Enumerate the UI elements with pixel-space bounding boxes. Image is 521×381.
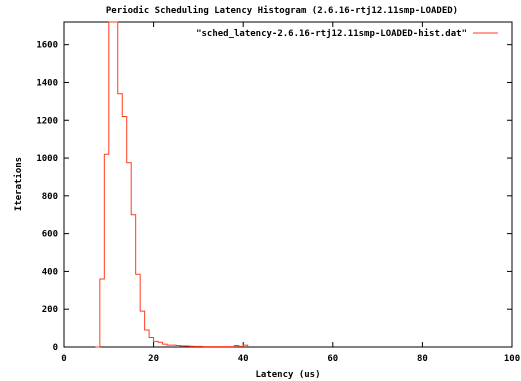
y-axis: 0 200 400 600 800 1000 1200 1400 1600 [36, 41, 512, 353]
x-axis: 0 20 40 60 80 100 [61, 22, 520, 364]
x-tick-label: 100 [504, 354, 520, 364]
y-tick-label: 400 [42, 267, 58, 277]
y-axis-label: Iterations [13, 157, 24, 211]
y-tick-label: 1000 [36, 154, 58, 164]
y-tick-label: 1200 [36, 116, 58, 126]
y-tick-label: 1600 [36, 41, 58, 51]
plot-frame [63, 21, 513, 348]
chart-title: Periodic Scheduling Latency Histogram (2… [106, 5, 458, 16]
x-tick-label: 20 [148, 354, 159, 364]
y-tick-label: 1400 [36, 78, 58, 88]
y-tick-label: 200 [42, 305, 58, 315]
legend-label: "sched_latency-2.6.16-rtj12.11smp-LOADED… [196, 28, 467, 39]
y-tick-label: 800 [42, 192, 58, 202]
y-tick-label: 600 [42, 230, 58, 240]
series-line [95, 21, 249, 348]
x-axis-label: Latency (us) [255, 370, 320, 380]
y-tick-label: 0 [53, 343, 58, 353]
x-tick-label: 60 [327, 354, 338, 364]
x-tick-label: 80 [417, 354, 428, 364]
x-tick-label: 40 [238, 354, 249, 364]
x-tick-label: 0 [61, 354, 66, 364]
